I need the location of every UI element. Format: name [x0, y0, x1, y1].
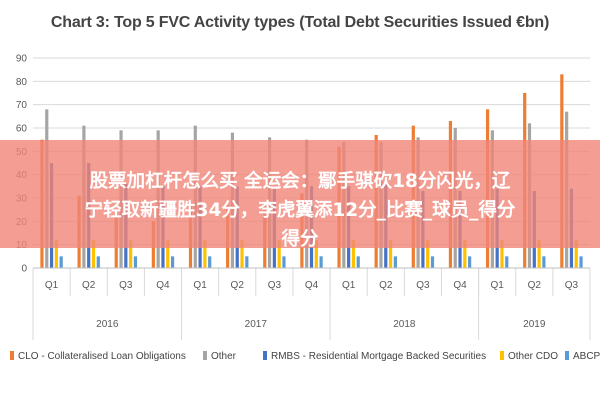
group-label: 2018 — [393, 319, 416, 330]
legend-swatch — [203, 351, 207, 360]
bar — [203, 240, 207, 268]
legend-swatch — [263, 351, 267, 360]
overlay-line-3: 得分 — [281, 229, 319, 250]
x-tick-label: Q2 — [379, 280, 393, 291]
x-tick-label: Q3 — [268, 280, 282, 291]
legend-label: Other — [211, 351, 237, 362]
overlay-banner[interactable]: 股票加杠杆怎么买 全运会：鄢手骐砍18分闪光，辽 宁轻取新疆胜34分，李虎翼添1… — [0, 140, 600, 250]
y-tick-label: 80 — [16, 77, 28, 88]
bar — [537, 240, 541, 268]
bar — [500, 240, 504, 268]
bar — [208, 256, 212, 268]
x-tick-label: Q1 — [45, 280, 59, 291]
x-tick-label: Q1 — [490, 280, 504, 291]
y-tick-label: 0 — [21, 264, 27, 275]
chart-legend: CLO - Collateralised Loan Obligations Oth… — [10, 351, 600, 367]
bar — [96, 256, 100, 268]
x-tick-label: Q2 — [528, 280, 542, 291]
legend-item: ABCP — [565, 351, 600, 362]
bar — [59, 256, 63, 268]
x-tick-label: Q4 — [156, 280, 170, 291]
bar — [351, 240, 356, 268]
y-tick-label: 90 — [16, 54, 28, 65]
bar — [133, 256, 138, 268]
bar — [91, 240, 96, 268]
legend-swatch — [565, 351, 569, 360]
bar — [393, 256, 397, 268]
bar — [468, 256, 472, 268]
bar — [542, 256, 546, 268]
bar — [505, 256, 509, 268]
group-label: 2017 — [245, 319, 268, 330]
bar — [277, 240, 281, 268]
legend-swatch — [500, 351, 504, 360]
x-tick-label: Q4 — [453, 280, 467, 291]
group-label: 2019 — [523, 319, 546, 330]
overlay-line-2: 宁轻取新疆胜34分，李虎翼添12分_比赛_球员_得分 — [84, 200, 516, 221]
bar — [579, 256, 583, 268]
chart-title: Chart 3: Top 5 FVC Activity types (Total… — [50, 14, 550, 31]
x-tick-label: Q4 — [305, 280, 319, 291]
bar — [388, 240, 393, 268]
bar — [319, 256, 323, 268]
legend-item: CLO - Collateralised Loan Obligations — [10, 351, 186, 362]
bar — [54, 240, 58, 268]
legend-label: RMBS - Residential Mortgage Backed Secur… — [271, 351, 487, 362]
bar — [240, 240, 244, 268]
bar — [170, 256, 175, 268]
x-tick-label: Q1 — [342, 280, 356, 291]
y-tick-label: 70 — [16, 100, 28, 111]
overlay-line-1: 股票加杠杆怎么买 全运会：鄢手骐砍18分闪光，辽 — [89, 171, 511, 192]
bar — [129, 240, 133, 268]
bar — [463, 240, 467, 268]
y-tick-label: 60 — [16, 124, 28, 135]
bar — [314, 240, 318, 268]
legend-swatch — [10, 351, 14, 360]
x-tick-label: Q2 — [231, 280, 245, 291]
legend-label: CLO - Collateralised Loan Obligations — [18, 351, 186, 362]
bar — [166, 240, 170, 268]
bar — [245, 256, 249, 268]
x-tick-label: Q2 — [82, 280, 96, 291]
bar — [574, 240, 578, 268]
x-tick-label: Q3 — [119, 280, 133, 291]
legend-label: ABCP — [573, 351, 600, 362]
x-tick-label: Q3 — [416, 280, 430, 291]
bar — [282, 256, 286, 268]
bar — [356, 256, 360, 268]
bar — [430, 256, 435, 268]
legend-item: Other — [203, 351, 236, 362]
legend-item: RMBS - Residential Mortgage Backed Secur… — [263, 351, 486, 362]
bar — [426, 240, 430, 268]
legend-item: Other CDO — [500, 351, 558, 362]
x-tick-label: Q3 — [565, 280, 579, 291]
group-label: 2016 — [96, 319, 119, 330]
x-tick-label: Q1 — [193, 280, 207, 291]
legend-label: Other CDO — [508, 351, 559, 362]
